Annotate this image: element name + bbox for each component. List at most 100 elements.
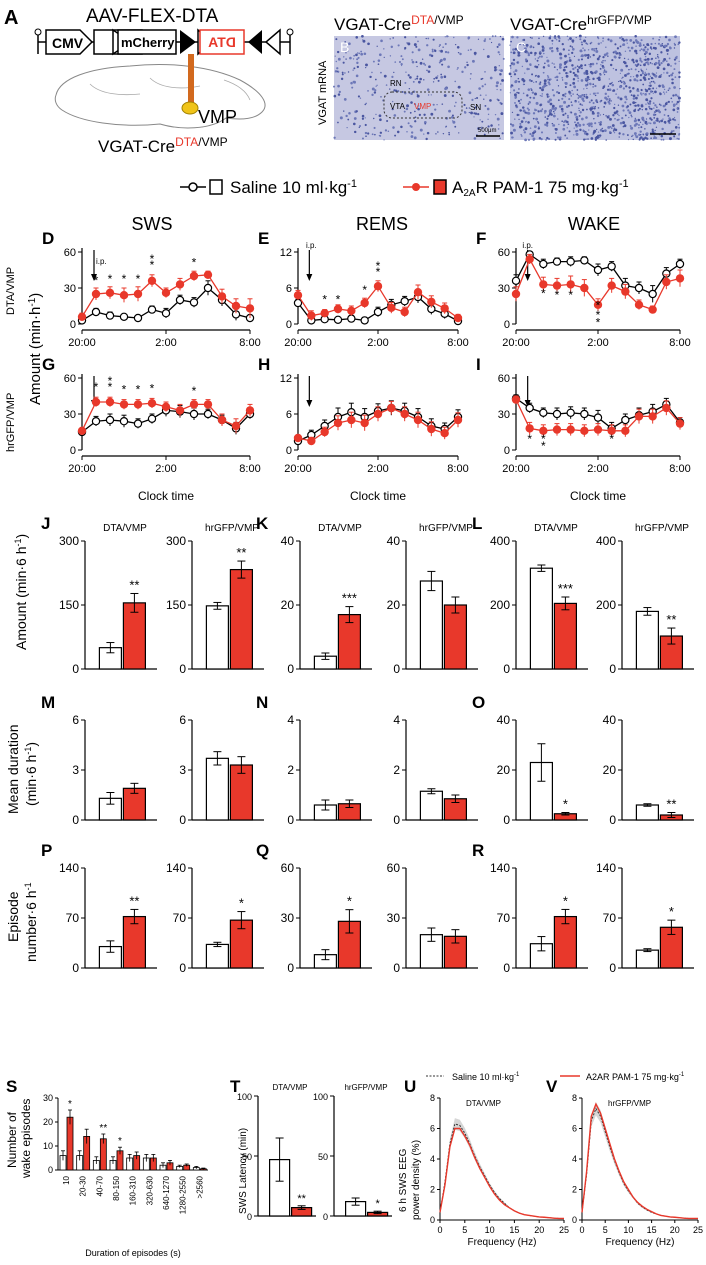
- stain-dot: [541, 108, 544, 110]
- stain-dot: [554, 127, 557, 130]
- lox-triangle-1: [180, 30, 196, 54]
- panel-letter-g: G: [42, 355, 55, 374]
- stain-dot: [564, 112, 567, 115]
- y-tick-label: 0: [247, 1212, 252, 1222]
- stain-dot: [640, 89, 643, 92]
- stain-dot: [666, 53, 669, 55]
- stain-dot: [401, 91, 404, 93]
- panel-letter-e: E: [258, 229, 269, 248]
- stain-dot: [532, 112, 536, 115]
- legend-saline-text: Saline 10 ml·kg-1: [230, 178, 357, 197]
- stain-dot: [483, 39, 486, 43]
- stain-dot: [646, 48, 649, 51]
- stain-dot: [634, 117, 636, 119]
- stain-dot: [639, 134, 642, 136]
- data-point: [400, 297, 409, 306]
- data-point: [373, 409, 383, 419]
- stain-dot: [544, 116, 547, 118]
- data-point: [387, 403, 396, 413]
- x-tick-label: 20:00: [68, 337, 96, 349]
- stain-dot: [598, 55, 601, 58]
- x-tick-label: 15: [647, 1225, 657, 1235]
- stain-dot: [498, 65, 501, 67]
- vmp-injection-site: [181, 101, 199, 115]
- stain-dot: [572, 71, 575, 75]
- micrograph-b-title: VGAT-CreDTA/VMP: [334, 13, 464, 34]
- panel-letter-k: K: [256, 514, 269, 533]
- stain-dot: [600, 64, 602, 66]
- stain-dot: [340, 77, 344, 81]
- stain-dot: [537, 127, 541, 130]
- stain-dot: [654, 61, 658, 65]
- stain-dot: [648, 52, 652, 56]
- stain-dot: [531, 73, 534, 76]
- stain-dot: [532, 117, 535, 120]
- stain-dot: [538, 137, 542, 140]
- stain-dot: [638, 107, 641, 110]
- data-point: [189, 400, 199, 409]
- stain-dot: [538, 37, 540, 40]
- stain-dot: [559, 63, 563, 67]
- stain-dot: [493, 69, 497, 72]
- stain-dot: [521, 39, 524, 41]
- stain-dot: [617, 104, 620, 106]
- stain-dot: [640, 68, 642, 71]
- stain-dot: [455, 101, 457, 104]
- stain-dot: [644, 62, 647, 65]
- stain-dot: [547, 100, 550, 104]
- stain-dot: [632, 101, 636, 105]
- stain-dot: [677, 123, 680, 126]
- stain-dot: [631, 135, 633, 138]
- stain-dot: [376, 84, 378, 86]
- x-tick-label: 5: [462, 1225, 467, 1235]
- stain-dot: [546, 121, 549, 125]
- stain-dot: [426, 69, 428, 72]
- stain-dot: [571, 46, 574, 48]
- significance-star: *: [122, 272, 127, 286]
- vmp-label: VMP: [198, 107, 237, 127]
- stain-dot: [621, 44, 624, 46]
- stain-dot: [419, 128, 423, 132]
- stain-dot: [584, 36, 587, 39]
- stain-dot: [650, 137, 652, 139]
- data-point: [552, 409, 562, 419]
- panel-title-f: WAKE: [568, 214, 620, 234]
- stain-dot: [458, 132, 460, 134]
- stain-dot: [377, 59, 381, 62]
- stain-dot: [620, 36, 623, 38]
- stain-dot: [498, 69, 500, 71]
- stain-dot: [426, 44, 429, 47]
- stain-dot: [566, 35, 569, 38]
- category-label: 320-630: [145, 1175, 154, 1205]
- y-tick-label: 3: [179, 763, 186, 777]
- stain-dot: [642, 119, 645, 122]
- stain-dot: [523, 47, 527, 51]
- stain-dot: [352, 80, 355, 83]
- stain-dot: [591, 47, 594, 51]
- stain-dot: [565, 74, 569, 78]
- data-point: [648, 305, 657, 314]
- x-tick-label: 20:00: [68, 463, 96, 475]
- significance-star: *: [68, 1099, 72, 1110]
- y-tick-label: 200: [490, 598, 510, 612]
- stain-dot: [619, 72, 622, 74]
- stain-dot: [605, 53, 608, 56]
- stain-dot: [528, 112, 531, 115]
- stain-dot: [497, 99, 500, 102]
- stain-dot: [598, 121, 600, 124]
- stain-dot: [373, 126, 376, 129]
- stain-dot: [541, 95, 543, 97]
- data-point: [593, 265, 603, 275]
- spectrum-xlabel: Frequency (Hz): [468, 1237, 537, 1248]
- stain-dot: [537, 64, 540, 66]
- stain-dot: [521, 77, 525, 81]
- stain-dot: [574, 66, 577, 69]
- stain-dot: [433, 77, 436, 80]
- significance-star: *: [376, 265, 381, 279]
- y-tick-label: 0: [609, 961, 616, 975]
- stain-dot: [580, 49, 582, 51]
- stain-dot: [454, 44, 457, 46]
- data-point: [91, 307, 101, 317]
